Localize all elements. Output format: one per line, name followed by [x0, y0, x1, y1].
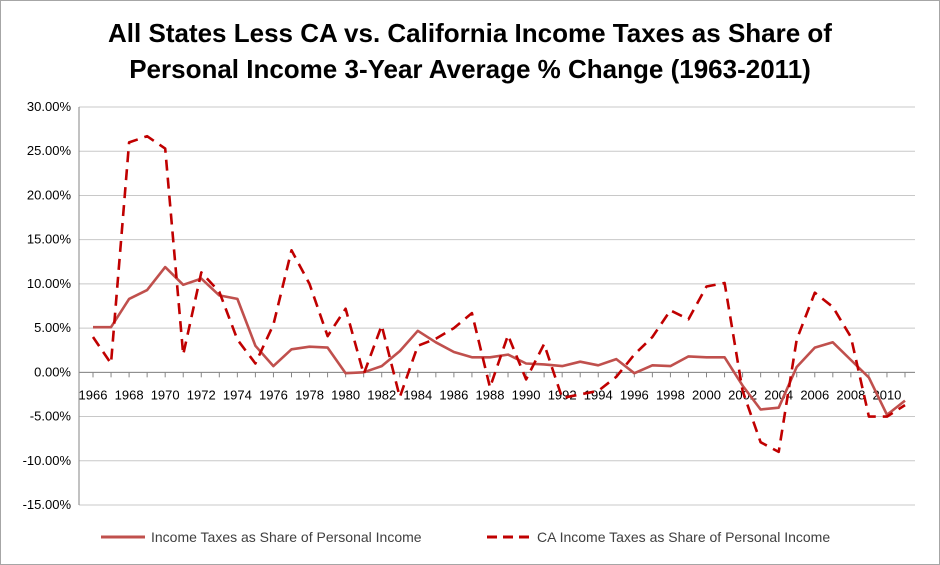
chart-title-line-2: Personal Income 3-Year Average % Change …	[129, 54, 811, 84]
x-tick-label: 2000	[692, 387, 721, 402]
legend-item-ca-income-taxes: CA Income Taxes as Share of Personal Inc…	[487, 529, 830, 545]
y-tick-label: -10.00%	[23, 453, 72, 468]
legend-swatch-dashed	[487, 535, 531, 539]
x-tick-label: 1988	[476, 387, 505, 402]
x-tick-label: 1996	[620, 387, 649, 402]
y-tick-label: -5.00%	[30, 409, 72, 424]
y-tick-label: 10.00%	[27, 276, 72, 291]
x-tick-label: 1978	[295, 387, 324, 402]
x-tick-label: 1972	[187, 387, 216, 402]
series-line-income-taxes	[93, 265, 906, 417]
legend-label-ca-income-taxes: CA Income Taxes as Share of Personal Inc…	[537, 529, 831, 545]
x-tick-label: 2002	[728, 387, 757, 402]
x-tick-label: 1968	[115, 387, 144, 402]
y-tick-label: 0.00%	[34, 364, 71, 379]
y-tick-label: 5.00%	[34, 320, 71, 335]
x-tick-label: 1982	[367, 387, 396, 402]
x-tick-label: 1980	[331, 387, 360, 402]
chart-title-line-1: All States Less CA vs. California Income…	[108, 18, 832, 48]
legend: Income Taxes as Share of Personal Income…	[1, 529, 939, 551]
x-tick-label: 1974	[223, 387, 252, 402]
x-tick-label: 1984	[403, 387, 432, 402]
x-tick-label: 2008	[836, 387, 865, 402]
legend-swatch-solid	[101, 535, 145, 539]
chart-title: All States Less CA vs. California Income…	[1, 15, 939, 87]
y-tick-label: 20.00%	[27, 187, 72, 202]
y-tick-label: 15.00%	[27, 232, 72, 247]
series-line-ca-income-taxes	[91, 134, 906, 454]
x-axis: 1966 1968 1970 1972 1974 1976 1978 1980 1982 1984…	[79, 371, 915, 402]
x-tick-label: 1994	[584, 387, 613, 402]
y-tick-label: 30.00%	[27, 99, 72, 114]
x-tick-label: 1998	[656, 387, 685, 402]
y-tick-label: -15.00%	[23, 497, 72, 512]
x-tick-label: 1966	[79, 387, 108, 402]
gridlines	[78, 106, 915, 506]
x-tick-label: 1970	[151, 387, 180, 402]
legend-item-income-taxes: Income Taxes as Share of Personal Income	[101, 529, 422, 545]
x-tick-label: 1992	[548, 387, 577, 402]
legend-label-income-taxes: Income Taxes as Share of Personal Income	[151, 529, 422, 545]
x-tick-label: 2006	[800, 387, 829, 402]
x-tick-label: 1976	[259, 387, 288, 402]
y-axis-tick-labels: 30.00% 25.00% 20.00% 15.00% 10.00% 5.00% 0.00%…	[23, 99, 72, 512]
y-tick-label: 25.00%	[27, 143, 72, 158]
x-tick-label: 1986	[439, 387, 468, 402]
x-tick-label: 1990	[512, 387, 541, 402]
series-lines	[91, 134, 906, 454]
